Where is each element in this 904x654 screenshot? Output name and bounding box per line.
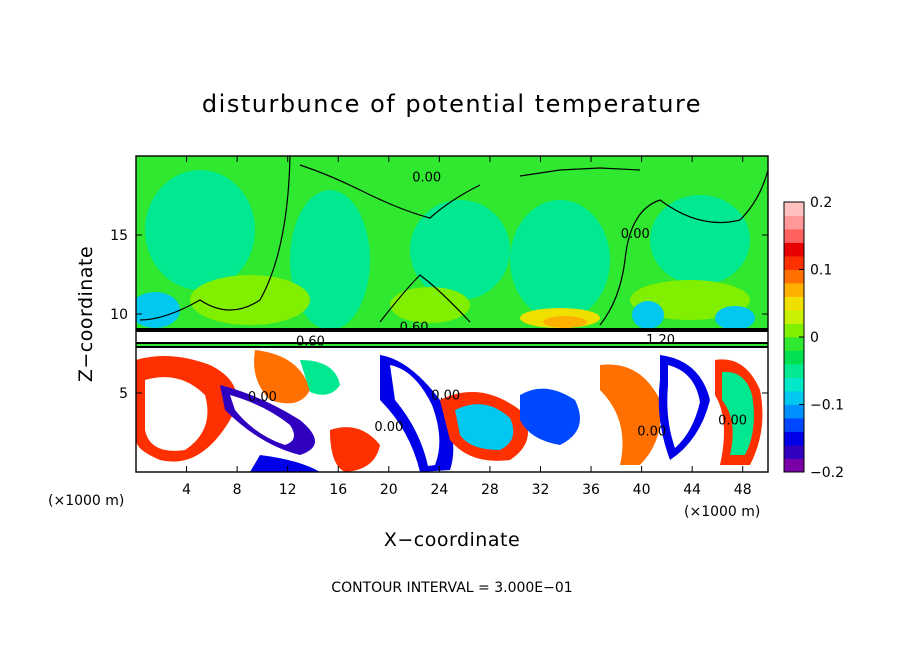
contour-label: 0.00: [374, 420, 403, 435]
field-patch: [667, 365, 700, 448]
x-tick-label: 40: [633, 482, 651, 498]
y-tick-label: 15: [110, 228, 128, 244]
colorbar-segment: [784, 350, 804, 365]
field-patch: [290, 190, 370, 330]
colorbar-tick-label: −0.1: [810, 398, 844, 414]
contour-label: 0.00: [412, 170, 441, 185]
colorbar-segment: [784, 377, 804, 392]
colorbar-segment: [784, 323, 804, 338]
field-patch: [136, 292, 180, 328]
colorbar: [784, 202, 804, 473]
colorbar-segment: [784, 256, 804, 270]
x-axis-ticks: 4 8 12 16 20 24 28 32 36 40 44 48: [182, 156, 752, 498]
x-unit-label: (×1000 m): [48, 493, 124, 509]
field-patch: [145, 170, 255, 290]
field-patch: [520, 388, 580, 445]
x-tick-label: 4: [182, 482, 191, 498]
x-tick-label: 12: [279, 482, 297, 498]
contour-line: [599, 169, 768, 326]
field-patch: [650, 195, 750, 285]
contour-line: [519, 167, 641, 177]
field-patch: [722, 371, 754, 455]
field-patch: [390, 365, 440, 466]
x-tick-label: 16: [329, 482, 347, 498]
colorbar-segment: [784, 431, 804, 446]
contour-label: 0.00: [431, 388, 460, 403]
colorbar-segment: [784, 229, 804, 243]
contour-label: 0.00: [718, 414, 747, 429]
x-tick-label: 28: [481, 482, 499, 498]
colorbar-tick-label: 0: [810, 330, 819, 346]
colorbar-tick-label: −0.2: [810, 465, 844, 481]
plot-area: [136, 156, 768, 472]
field-patch: [145, 377, 208, 451]
contour-band: [136, 328, 768, 332]
field-patch: [600, 364, 661, 465]
contour-label: 1.20: [646, 333, 675, 348]
y-axis-ticks: 5 10 15: [110, 228, 768, 402]
x-tick-label: 48: [734, 482, 752, 498]
field-patch: [330, 427, 380, 472]
colorbar-segment: [784, 310, 804, 324]
colorbar-segment: [784, 296, 804, 311]
contour-band: [136, 342, 768, 344]
colorbar-segment: [784, 445, 804, 459]
contour-label: 0.00: [637, 425, 666, 440]
y-tick-label: 10: [110, 307, 128, 323]
y-tick-label: 5: [119, 386, 128, 402]
field-patch: [254, 350, 310, 404]
colorbar-segment: [784, 418, 804, 432]
colorbar-segment: [784, 364, 804, 378]
colorbar-segment: [784, 391, 804, 405]
x-axis-label: X−coordinate: [384, 529, 520, 551]
y-unit-label: (×1000 m): [684, 504, 760, 520]
colorbar-segment: [784, 269, 804, 284]
contour-lines: [139, 156, 768, 326]
y-axis-label: Z−coordinate: [75, 246, 97, 382]
contour-label: 0.60: [296, 335, 325, 350]
x-tick-label: 36: [582, 482, 600, 498]
contour-band-gap: [136, 332, 768, 342]
x-tick-label: 32: [532, 482, 550, 498]
field-patch: [410, 200, 510, 300]
colorbar-ticks: 0.2 0.1 0 −0.1 −0.2: [799, 195, 844, 481]
field-patch: [715, 306, 755, 330]
contour-label: 0.00: [621, 227, 650, 242]
contour-line: [299, 164, 481, 219]
contour-label: 0.60: [400, 320, 429, 335]
field-patch: [510, 200, 610, 320]
x-tick-label: 44: [683, 482, 701, 498]
contour-interval-text: CONTOUR INTERVAL = 3.000E−01: [331, 580, 572, 596]
colorbar-segment: [784, 283, 804, 297]
chart-title: disturbunce of potential temperature: [202, 90, 702, 118]
field-patch: [300, 360, 340, 395]
colorbar-segment: [784, 242, 804, 257]
x-tick-label: 24: [430, 482, 448, 498]
field-patch: [543, 316, 587, 328]
colorbar-tick-label: 0.1: [810, 263, 832, 279]
field-patch: [390, 287, 470, 323]
contour-labels: 0.00 0.00 0.60 0.60 0.00 0.00 0.00 1.20 0.00 0.00: [248, 170, 747, 439]
contour-line: [379, 274, 471, 323]
colorbar-segment: [784, 337, 804, 351]
colorbar-segment: [784, 202, 804, 216]
colorbar-segment: [784, 458, 804, 473]
field-patch: [250, 455, 320, 472]
colorbar-segment: [784, 215, 804, 230]
x-tick-label: 20: [380, 482, 398, 498]
field-patch: [230, 395, 294, 445]
colorbar-segment: [784, 404, 804, 419]
field-patch: [455, 404, 514, 450]
contour-line: [139, 156, 291, 321]
colorbar-tick-label: 0.2: [810, 195, 832, 211]
contour-band: [136, 346, 768, 348]
field-patch: [350, 350, 380, 425]
field-patch: [632, 301, 664, 329]
field-patch: [190, 275, 310, 325]
x-tick-label: 8: [233, 482, 242, 498]
contour-label: 0.00: [248, 390, 277, 405]
